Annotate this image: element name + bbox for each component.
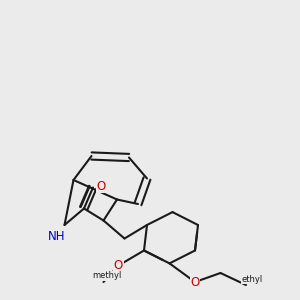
Text: O: O — [190, 275, 200, 289]
Text: methyl: methyl — [92, 272, 121, 280]
Text: O: O — [114, 259, 123, 272]
Text: O: O — [97, 179, 106, 193]
Text: NH: NH — [48, 230, 66, 243]
Text: ethyl: ethyl — [242, 274, 262, 284]
